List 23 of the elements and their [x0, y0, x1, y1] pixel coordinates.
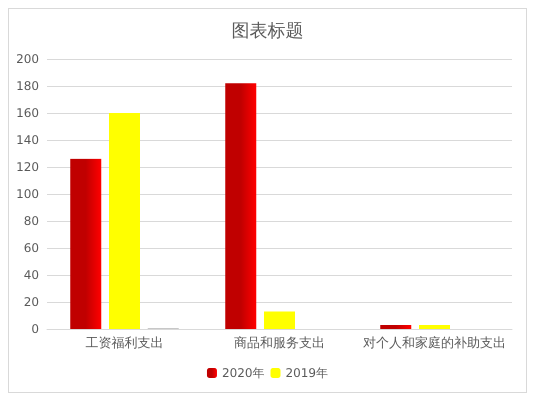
x-tick-label: 商品和服务支出: [234, 336, 325, 351]
legend-label: 2019年: [286, 366, 328, 380]
y-tick-label: 140: [16, 133, 39, 147]
bar: [419, 324, 450, 329]
y-tick-label: 100: [16, 187, 39, 201]
legend-label: 2020年: [222, 366, 265, 380]
x-tick-label: 工资福利支出: [86, 336, 164, 351]
y-tick-label: 20: [24, 295, 39, 309]
y-tick-label: 0: [31, 322, 39, 336]
y-tick-label: 40: [24, 268, 39, 282]
y-tick-label: 80: [24, 214, 39, 228]
x-tick-label: 对个人和家庭的补助支出: [363, 335, 506, 351]
chart-title: 图表标题: [232, 20, 304, 42]
bar: [225, 83, 256, 329]
bar: [109, 113, 140, 329]
bar: [70, 158, 102, 329]
y-tick-label: 160: [16, 106, 39, 120]
y-tick-label: 200: [16, 52, 39, 66]
y-tick-label: 60: [24, 241, 39, 255]
bar: [380, 324, 412, 329]
y-tick-label: 180: [16, 79, 39, 93]
y-tick-label: 120: [16, 160, 39, 174]
bar: [264, 311, 295, 329]
